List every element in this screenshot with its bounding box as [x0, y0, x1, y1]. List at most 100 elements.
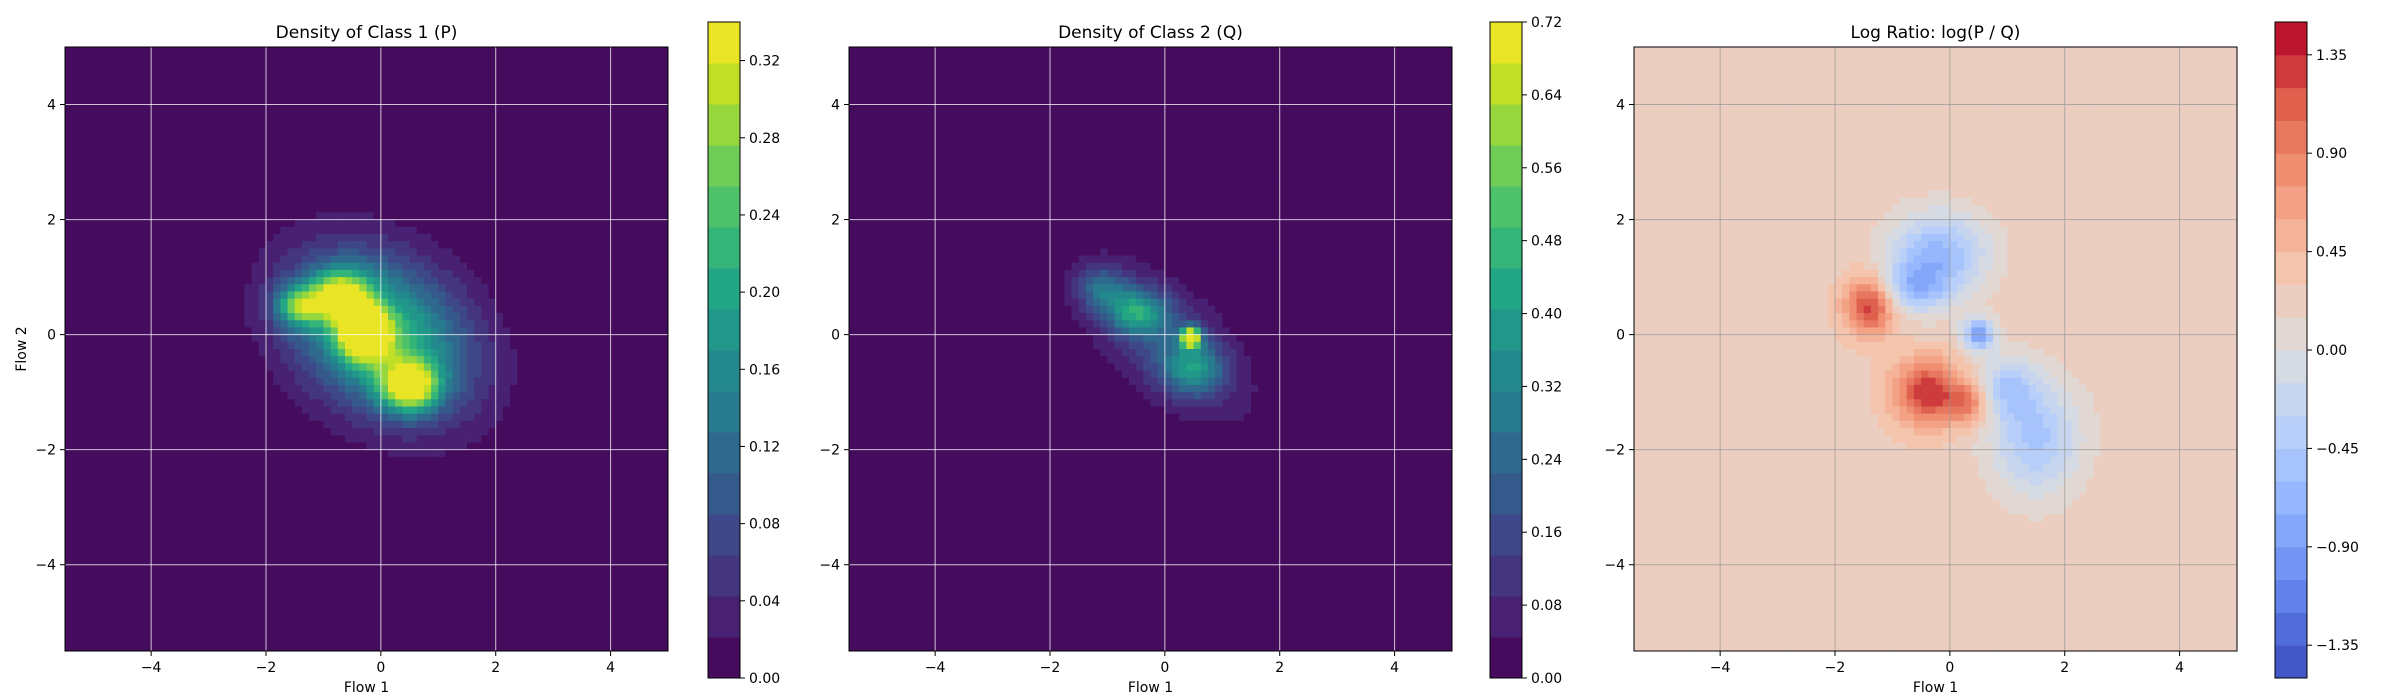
- heatmap-cell: [409, 140, 418, 149]
- heatmap-cell: [366, 183, 375, 192]
- heatmap-cell: [287, 241, 296, 249]
- heatmap-cell: [143, 420, 152, 429]
- heatmap-cell: [388, 226, 396, 235]
- heatmap-cell: [581, 349, 590, 357]
- heatmap-cell: [165, 162, 174, 170]
- heatmap-cell: [502, 349, 511, 357]
- heatmap-cell: [151, 111, 159, 120]
- heatmap-cell: [603, 399, 612, 408]
- heatmap-cell: [510, 341, 518, 350]
- heatmap-cell: [136, 248, 145, 257]
- heatmap-cell: [402, 90, 411, 98]
- heatmap-cell: [388, 269, 396, 278]
- heatmap-cell: [222, 90, 231, 98]
- heatmap-cell: [431, 198, 439, 206]
- heatmap-cell: [316, 291, 325, 300]
- heatmap-cell: [93, 241, 102, 249]
- heatmap-cell: [660, 183, 668, 192]
- heatmap-cell: [660, 162, 668, 170]
- heatmap-cell: [502, 140, 511, 149]
- heatmap-cell: [294, 284, 303, 293]
- heatmap-cell: [344, 370, 353, 379]
- heatmap-cell: [280, 183, 289, 192]
- heatmap-cell: [438, 68, 447, 77]
- heatmap-cell: [445, 54, 454, 62]
- heatmap-cell: [65, 183, 73, 192]
- heatmap-cell: [244, 435, 253, 444]
- heatmap-cell: [309, 205, 317, 213]
- heatmap-cell: [531, 233, 540, 242]
- heatmap-cell: [215, 449, 224, 458]
- heatmap-cell: [316, 384, 325, 393]
- heatmap-cell: [108, 262, 116, 271]
- heatmap-cell: [273, 392, 281, 400]
- heatmap-cell: [452, 90, 461, 98]
- heatmap-cell: [560, 356, 569, 364]
- heatmap-cell: [380, 420, 389, 429]
- heatmap-cell: [230, 399, 238, 408]
- heatmap-cell: [129, 205, 138, 213]
- heatmap-cell: [65, 377, 73, 386]
- heatmap-cell: [266, 406, 274, 415]
- heatmap-cell: [323, 313, 332, 321]
- heatmap-cell: [589, 82, 597, 91]
- heatmap-cell: [373, 133, 382, 142]
- heatmap-cell: [359, 97, 368, 106]
- heatmap-cell: [653, 349, 662, 357]
- heatmap-cell: [409, 341, 418, 350]
- heatmap-cell: [388, 327, 396, 336]
- heatmap-cell: [323, 68, 332, 77]
- heatmap-cell: [423, 284, 432, 293]
- heatmap-cell: [352, 262, 360, 271]
- heatmap-cell: [251, 104, 260, 113]
- heatmap-cell: [280, 284, 289, 293]
- heatmap-cell: [122, 277, 131, 285]
- heatmap-cell: [172, 334, 181, 343]
- heatmap-cell: [416, 464, 425, 472]
- heatmap-cell: [660, 140, 668, 149]
- heatmap-cell: [431, 61, 439, 70]
- heatmap-cell: [495, 190, 504, 199]
- heatmap-cell: [129, 392, 138, 400]
- heatmap-cell: [373, 61, 382, 70]
- heatmap-cell: [65, 334, 73, 343]
- heatmap-cell: [344, 219, 353, 228]
- heatmap-cell: [646, 377, 655, 386]
- heatmap-cell: [158, 420, 167, 429]
- heatmap-cell: [553, 341, 561, 350]
- heatmap-cell: [187, 118, 195, 127]
- heatmap-cell: [172, 47, 181, 55]
- heatmap-cell: [373, 104, 382, 113]
- heatmap-cell: [373, 176, 382, 185]
- heatmap-cell: [445, 90, 454, 98]
- heatmap-cell: [337, 162, 346, 170]
- heatmap-cell: [344, 140, 353, 149]
- heatmap-cell: [323, 370, 332, 379]
- heatmap-cell: [538, 428, 547, 436]
- heatmap-cell: [65, 298, 73, 307]
- heatmap-cell: [459, 413, 468, 422]
- heatmap-cell: [467, 75, 475, 84]
- heatmap-cell: [388, 341, 396, 350]
- heatmap-cell: [488, 248, 497, 257]
- heatmap-cell: [603, 435, 612, 444]
- heatmap-cell: [646, 363, 655, 372]
- heatmap-cell: [115, 140, 124, 149]
- heatmap-cell: [330, 75, 339, 84]
- heatmap-cell: [553, 442, 561, 451]
- heatmap-cell: [373, 399, 382, 408]
- heatmap-cell: [136, 183, 145, 192]
- heatmap-cell: [510, 176, 518, 185]
- heatmap-cell: [222, 442, 231, 451]
- heatmap-cell: [445, 406, 454, 415]
- heatmap-cell: [280, 198, 289, 206]
- heatmap-cell: [423, 47, 432, 55]
- heatmap-cell: [72, 456, 80, 465]
- heatmap-cell: [208, 377, 217, 386]
- heatmap-cell: [258, 377, 267, 386]
- heatmap-cell: [330, 413, 339, 422]
- heatmap-cell: [179, 334, 188, 343]
- heatmap-cell: [617, 147, 626, 156]
- heatmap-cell: [660, 313, 668, 321]
- heatmap-cell: [273, 377, 281, 386]
